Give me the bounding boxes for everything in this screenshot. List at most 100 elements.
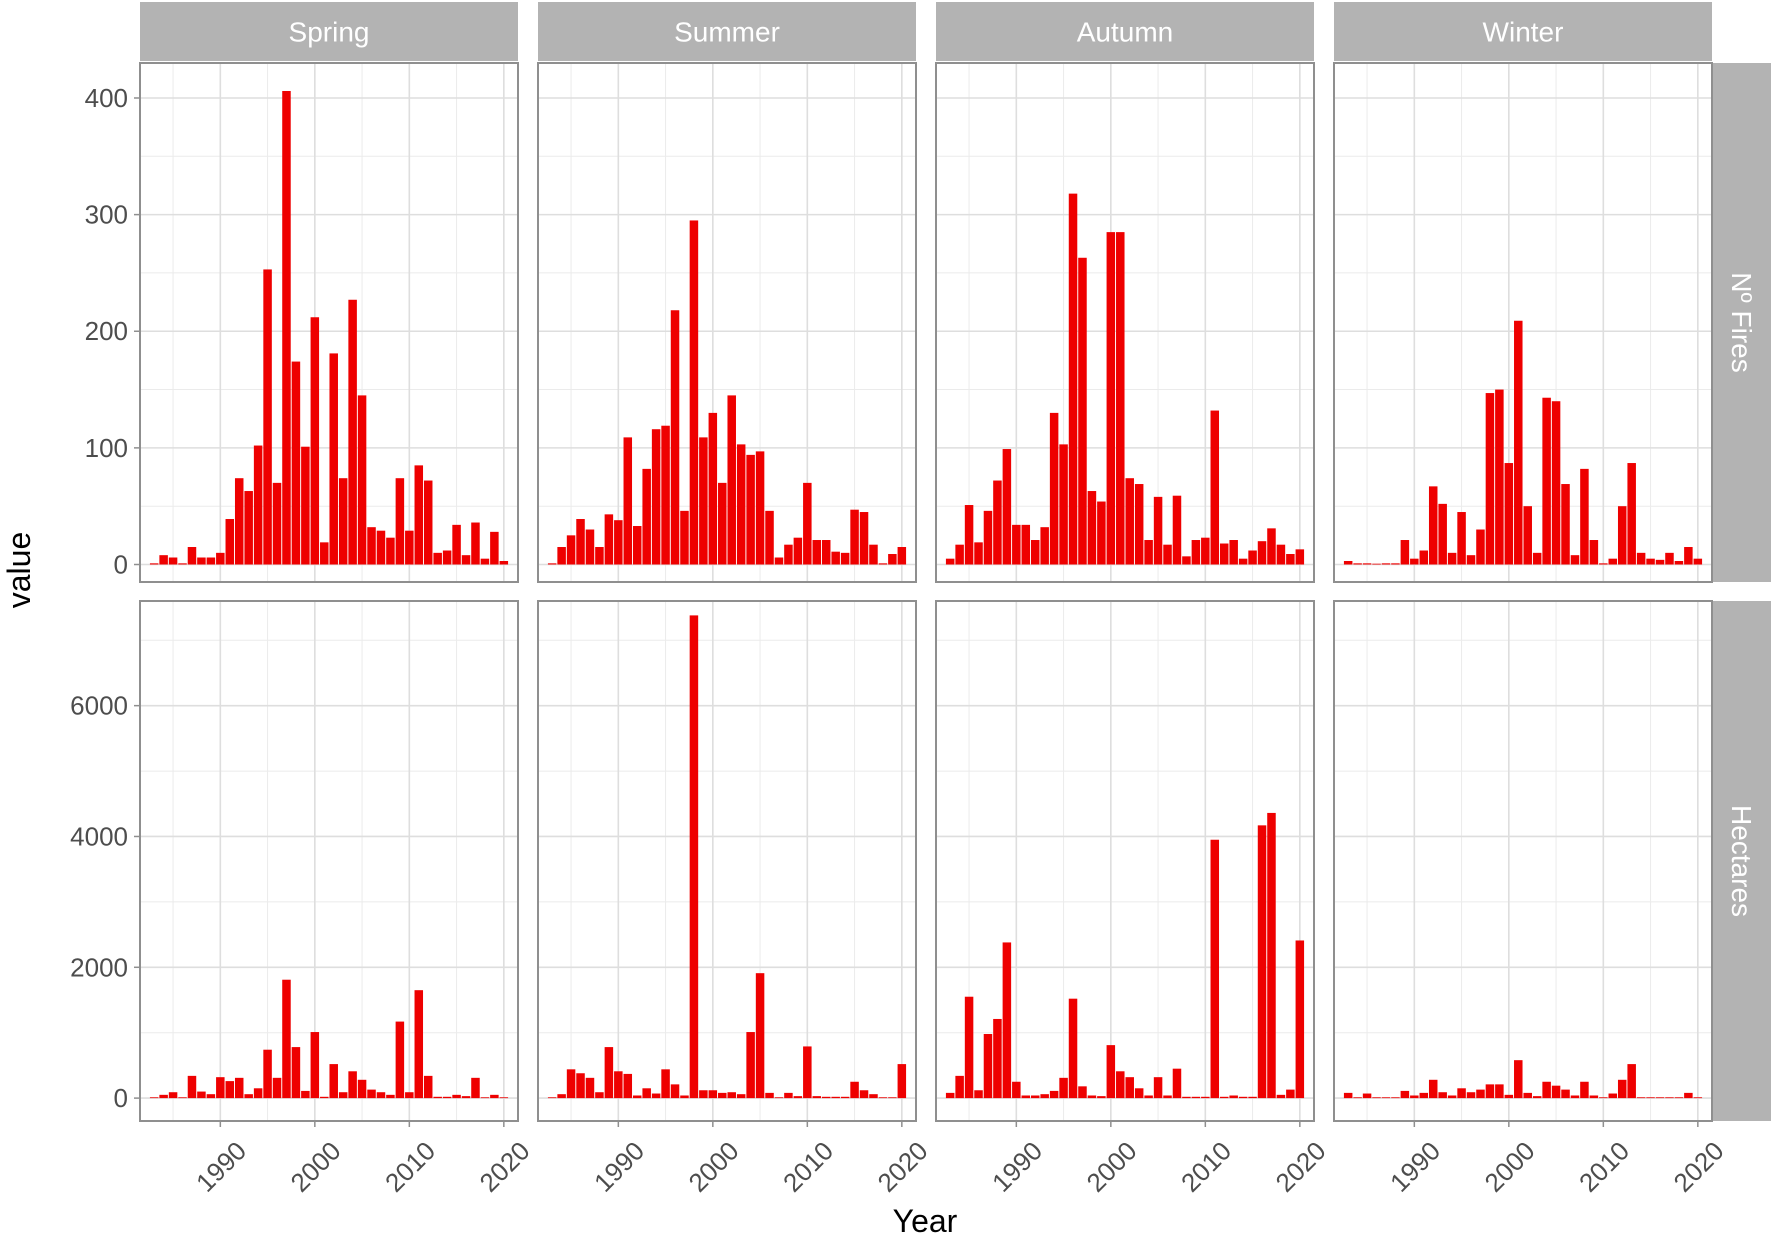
bar-2009 — [1589, 1095, 1599, 1099]
bar-2000 — [1106, 1045, 1116, 1099]
panel-border — [935, 600, 1315, 1122]
y-tick-label: 2000 — [70, 952, 128, 982]
bar-2008 — [1580, 1081, 1589, 1099]
bar-1985 — [964, 505, 974, 565]
bar-2003 — [1134, 484, 1144, 565]
panel-winter-fires — [1333, 62, 1713, 583]
bar-1993 — [244, 1094, 253, 1099]
bar-2016 — [1257, 541, 1267, 565]
bar-1992 — [632, 1095, 642, 1099]
bar-2012 — [423, 1075, 433, 1099]
bar-2002 — [1523, 1092, 1532, 1099]
bar-1988 — [1391, 563, 1400, 565]
bar-2010 — [803, 482, 812, 565]
bar-1984 — [557, 1094, 566, 1099]
bar-2014 — [1636, 1097, 1646, 1099]
bar-2004 — [746, 1032, 755, 1099]
bar-1987 — [187, 547, 197, 565]
bar-1985 — [566, 1069, 576, 1099]
bar-2015 — [452, 524, 461, 565]
bar-1995 — [1059, 1077, 1068, 1099]
bar-2020 — [1693, 1097, 1703, 1099]
bar-2013 — [1627, 463, 1636, 565]
panel-border — [935, 62, 1315, 583]
bar-1995 — [1457, 512, 1466, 565]
bar-1986 — [178, 1097, 187, 1099]
bar-2004 — [1542, 397, 1551, 565]
bar-1985 — [1362, 563, 1372, 565]
bar-1994 — [651, 429, 661, 565]
panel-background — [936, 63, 1314, 582]
bar-2017 — [869, 544, 878, 565]
bar-2014 — [840, 552, 850, 565]
bar-1986 — [974, 542, 983, 565]
bar-1984 — [955, 1075, 964, 1099]
y-tick-label: 0 — [114, 550, 128, 580]
bar-2009 — [793, 537, 803, 565]
bar-2009 — [395, 478, 405, 565]
bar-1992 — [1030, 1095, 1040, 1099]
bar-2006 — [765, 1092, 774, 1099]
bar-2016 — [461, 555, 471, 565]
bar-2016 — [1655, 559, 1665, 565]
bar-1984 — [159, 555, 168, 565]
bar-1999 — [1097, 1096, 1106, 1099]
strip-background — [1713, 63, 1771, 582]
bar-1987 — [983, 510, 993, 565]
strip-background — [1713, 601, 1771, 1121]
bar-2015 — [1646, 1097, 1655, 1099]
bar-2005 — [1153, 496, 1163, 565]
bar-1999 — [699, 1090, 708, 1099]
bar-2010 — [1201, 537, 1210, 565]
bar-1995 — [263, 269, 272, 565]
bar-2003 — [736, 444, 746, 565]
bar-1993 — [1040, 527, 1049, 565]
bar-1994 — [651, 1093, 661, 1099]
bar-1992 — [234, 478, 244, 565]
panel-summer-hectares — [537, 600, 917, 1122]
bar-2011 — [812, 1096, 822, 1099]
bar-2020 — [1295, 549, 1305, 565]
bar-2003 — [338, 1092, 348, 1099]
bar-1995 — [661, 1069, 670, 1099]
bar-1990 — [1012, 524, 1021, 565]
bar-1986 — [974, 1090, 983, 1099]
panel-autumn-hectares — [935, 600, 1315, 1122]
bar-2006 — [1163, 544, 1172, 565]
x-tick-label: 2010 — [379, 1136, 441, 1198]
x-tick-label: 2000 — [1479, 1136, 1541, 1198]
x-tick-label: 2010 — [1175, 1136, 1237, 1198]
bar-1999 — [301, 1090, 310, 1099]
panel-border — [537, 600, 917, 1122]
bar-2004 — [746, 454, 755, 565]
bar-1998 — [1485, 1084, 1495, 1099]
bar-2004 — [348, 1071, 357, 1099]
bar-2013 — [1229, 540, 1238, 565]
y-tick-label: 6000 — [70, 691, 128, 721]
bar-2017 — [471, 522, 480, 565]
bar-2013 — [831, 1096, 840, 1099]
bar-1995 — [1059, 444, 1068, 565]
bar-1986 — [178, 563, 187, 565]
bar-2008 — [386, 1094, 395, 1099]
bar-1998 — [1485, 393, 1495, 565]
bar-1992 — [632, 526, 642, 565]
bar-1983 — [945, 558, 955, 565]
bar-1997 — [1078, 257, 1087, 565]
bar-2012 — [821, 540, 831, 565]
bar-2015 — [1248, 550, 1257, 565]
bar-2014 — [442, 1096, 452, 1099]
bar-2017 — [1267, 812, 1276, 1099]
bar-2000 — [708, 1090, 718, 1099]
bar-2002 — [329, 1064, 338, 1099]
bar-2009 — [1589, 540, 1599, 565]
bar-2018 — [1276, 544, 1286, 565]
bar-1993 — [244, 491, 253, 565]
bar-1986 — [1372, 1097, 1381, 1099]
bar-2016 — [1257, 825, 1267, 1099]
x-tick-label: 2010 — [777, 1136, 839, 1198]
bar-2020 — [1295, 940, 1305, 1099]
bar-1988 — [1391, 1097, 1400, 1099]
bar-2000 — [310, 1032, 320, 1099]
bar-2008 — [386, 537, 395, 565]
